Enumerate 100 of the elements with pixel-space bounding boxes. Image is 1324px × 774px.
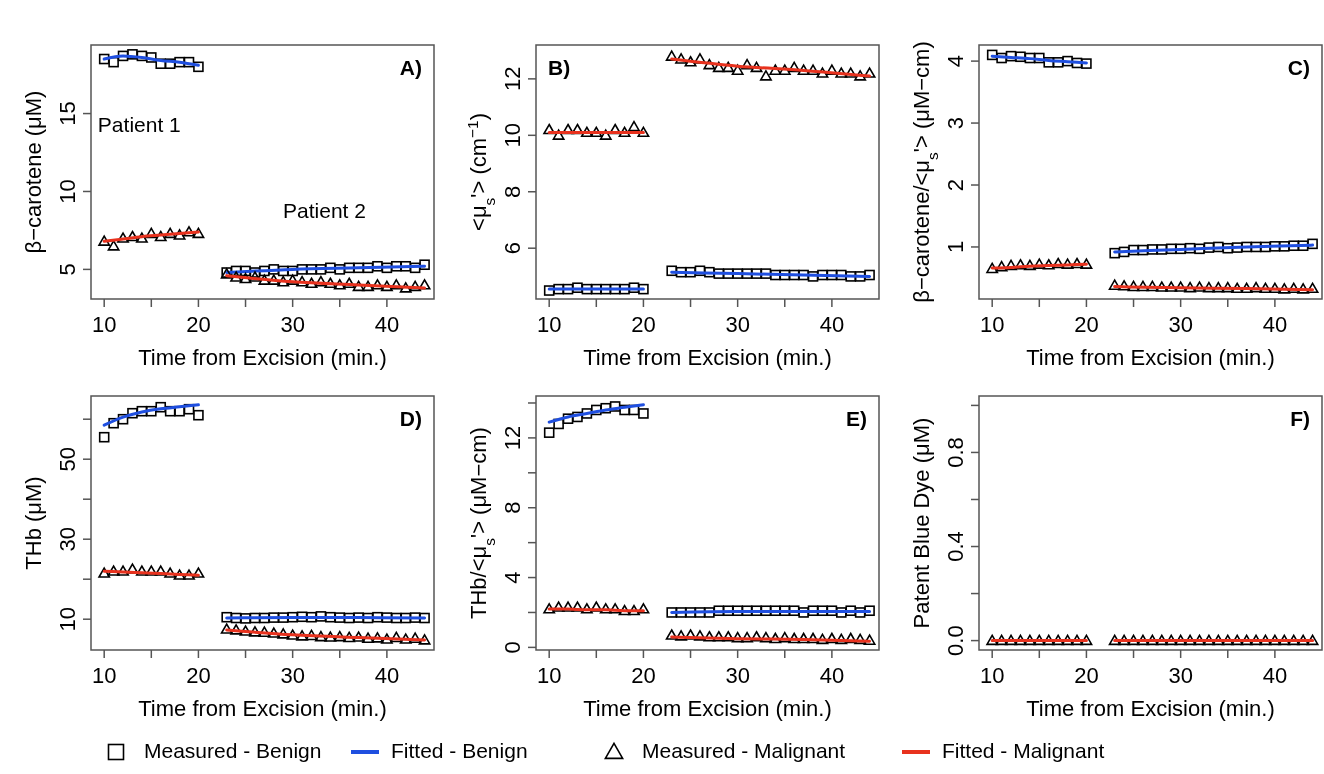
point	[136, 50, 148, 62]
point	[135, 565, 148, 576]
x-axis-title: Time from Excision (min.)	[138, 696, 387, 721]
point	[154, 565, 167, 576]
point	[685, 266, 696, 278]
point	[183, 569, 195, 580]
point	[543, 427, 555, 438]
point	[844, 632, 857, 644]
point	[117, 565, 130, 576]
point	[334, 264, 346, 275]
x-tick-label: 20	[631, 663, 656, 688]
point	[599, 129, 612, 140]
point	[249, 267, 261, 278]
y-tick-label: 6	[500, 242, 525, 255]
point	[1165, 281, 1178, 292]
point	[694, 607, 706, 618]
point	[628, 282, 640, 294]
point	[391, 260, 402, 272]
point	[590, 126, 603, 138]
point	[778, 631, 791, 643]
y-tick-label: 15	[55, 101, 80, 126]
point	[324, 277, 337, 289]
point	[1015, 51, 1026, 63]
point	[750, 61, 763, 73]
point	[788, 605, 800, 617]
point	[788, 61, 801, 73]
point	[230, 612, 242, 624]
point	[1127, 280, 1140, 292]
point	[164, 567, 177, 578]
point	[722, 61, 735, 73]
point	[816, 67, 829, 78]
text: A)	[399, 56, 422, 79]
x-tick-label: 10	[536, 663, 562, 688]
y-tick-label: 4	[500, 571, 525, 584]
point	[145, 227, 158, 239]
point	[844, 67, 857, 78]
y-tick-label: 3	[943, 116, 968, 130]
text: F)	[1290, 407, 1310, 430]
point	[1297, 283, 1310, 294]
point	[817, 269, 828, 281]
x-tick-label: 30	[1168, 663, 1193, 688]
x-axis-title: Time from Excision (min.)	[138, 345, 387, 370]
point	[675, 630, 688, 641]
x-axis-title: Time from Excision (min.)	[583, 345, 832, 370]
x-tick-label: 20	[186, 663, 211, 688]
x-tick-label: 30	[725, 663, 750, 688]
point	[1287, 282, 1300, 294]
point	[333, 279, 346, 290]
point	[618, 126, 631, 138]
point	[1071, 257, 1083, 269]
point	[381, 612, 393, 623]
point	[1269, 241, 1281, 252]
y-tick-label: 50	[55, 446, 80, 472]
point	[1241, 241, 1252, 253]
point	[619, 404, 630, 416]
point	[390, 279, 403, 290]
point	[173, 229, 186, 240]
x-tick-label: 40	[819, 312, 845, 337]
point	[98, 53, 110, 65]
point	[258, 626, 271, 638]
point	[581, 283, 593, 295]
point	[258, 274, 271, 285]
point	[127, 407, 138, 419]
point	[600, 402, 612, 414]
point	[418, 279, 431, 290]
point	[864, 605, 875, 617]
point	[854, 633, 867, 645]
point	[1184, 242, 1196, 254]
point	[381, 262, 393, 274]
point	[693, 630, 706, 641]
point	[343, 631, 356, 643]
point	[117, 232, 130, 243]
x-tick-label: 30	[280, 312, 305, 337]
point	[769, 632, 782, 644]
point	[221, 611, 232, 623]
point	[343, 277, 356, 289]
x-tick-label: 30	[1168, 312, 1193, 337]
x-tick-label: 10	[979, 312, 1005, 337]
point	[286, 629, 299, 640]
point	[666, 265, 677, 277]
point	[1250, 241, 1262, 253]
point	[371, 632, 384, 643]
point	[572, 411, 583, 423]
point	[107, 565, 120, 576]
point	[399, 282, 412, 293]
point	[136, 405, 148, 417]
point	[854, 607, 866, 618]
point	[628, 120, 640, 132]
y-tick-label: 10	[55, 606, 80, 632]
point	[1307, 238, 1318, 250]
point	[380, 280, 393, 292]
point	[797, 632, 810, 644]
point	[419, 259, 430, 271]
point	[571, 601, 584, 612]
point	[863, 67, 876, 78]
point	[703, 630, 716, 642]
x-tick-label: 40	[819, 663, 845, 688]
point	[826, 269, 838, 281]
point	[1231, 242, 1243, 253]
x-tick-label: 20	[631, 312, 656, 337]
